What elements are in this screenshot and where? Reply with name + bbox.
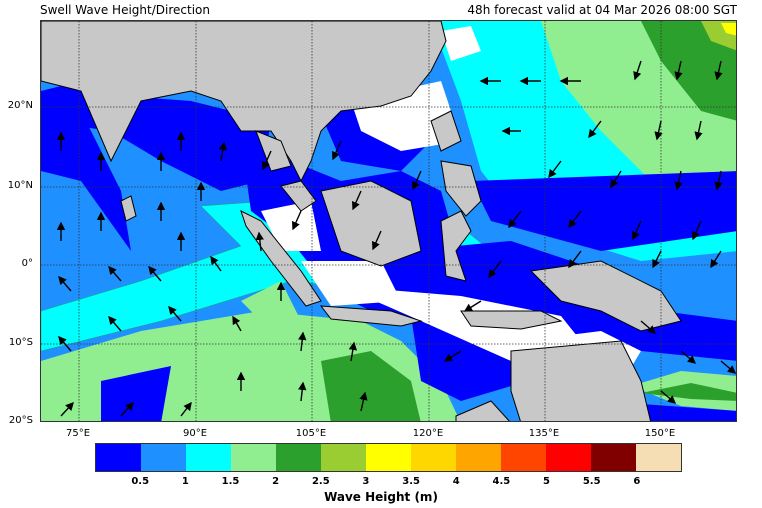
lat-tick-20s: 20°S (8, 415, 33, 426)
colorbar-tick: 5 (543, 476, 550, 487)
colorbar-seg-12 (636, 444, 681, 471)
lon-tick-75e: 75°E (65, 428, 91, 439)
chart-title: Swell Wave Height/Direction (40, 3, 210, 17)
colorbar-seg-3 (231, 444, 276, 471)
lon-tick-150e: 150°E (644, 428, 676, 439)
colorbar-ticks: 0.5 1 1.5 2 2.5 3 3.5 4 4.5 5 5.5 6 (95, 476, 682, 490)
swell-direction-arrows (56, 60, 736, 417)
wave-height-field (41, 21, 736, 421)
colorbar-seg-5 (321, 444, 366, 471)
lon-tick-120e: 120°E (412, 428, 444, 439)
colorbar-seg-6 (366, 444, 411, 471)
colorbar (95, 443, 682, 472)
lat-tick-10n: 10°N (7, 180, 33, 191)
colorbar-tick: 3.5 (402, 476, 420, 487)
colorbar-tick: 4.5 (492, 476, 511, 487)
lon-tick-105e: 105°E (295, 428, 327, 439)
colorbar-tick: 2.5 (311, 476, 330, 487)
colorbar-tick: 1.5 (221, 476, 240, 487)
lon-tick-135e: 135°E (528, 428, 560, 439)
lat-tick-10s: 10°S (8, 337, 33, 348)
colorbar-seg-4 (276, 444, 321, 471)
swell-map (40, 20, 737, 422)
colorbar-seg-1 (141, 444, 186, 471)
lat-tick-0: 0° (21, 258, 33, 269)
colorbar-tick: 1 (181, 476, 189, 487)
lon-tick-90e: 90°E (182, 428, 208, 439)
colorbar-tick: 6 (633, 476, 641, 487)
colorbar-tick: 0.5 (131, 476, 150, 487)
colorbar-tick: 2 (272, 476, 280, 487)
colorbar-seg-11 (591, 444, 636, 471)
colorbar-tick: 4 (452, 476, 460, 487)
colorbar-tick: 3 (362, 476, 370, 487)
colorbar-label: Wave Height (m) (324, 490, 438, 504)
colorbar-seg-0 (96, 444, 141, 471)
lat-tick-20n: 20°N (7, 100, 33, 111)
forecast-valid-time: 48h forecast valid at 04 Mar 2026 08:00 … (467, 3, 737, 17)
colorbar-seg-9 (501, 444, 546, 471)
colorbar-tick: 5.5 (582, 476, 601, 487)
colorbar-seg-8 (456, 444, 501, 471)
colorbar-seg-2 (186, 444, 231, 471)
colorbar-seg-10 (546, 444, 591, 471)
colorbar-seg-7 (411, 444, 456, 471)
